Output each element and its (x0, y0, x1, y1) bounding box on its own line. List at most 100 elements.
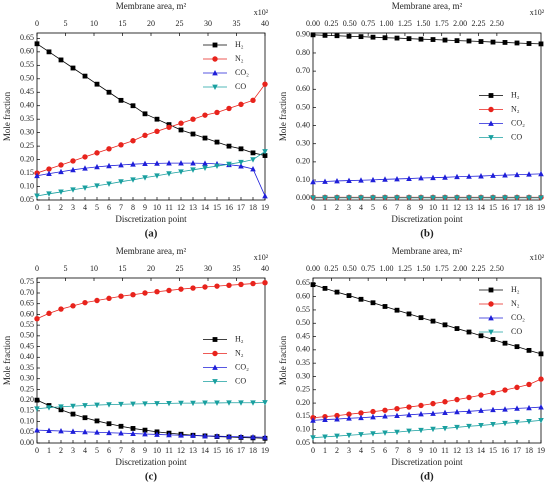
marker (418, 36, 424, 42)
marker (142, 175, 148, 181)
x-tick-label: 1 (47, 203, 51, 212)
x-tick-label: 1 (323, 446, 327, 455)
marker (58, 404, 64, 410)
marker (154, 431, 160, 437)
marker (46, 170, 52, 177)
marker (514, 171, 520, 178)
marker (70, 158, 76, 164)
marker (190, 131, 196, 137)
marker (106, 421, 112, 427)
x-tick-label: 6 (107, 203, 111, 212)
x-tick-label: 12 (177, 203, 185, 212)
marker (238, 433, 244, 440)
marker (106, 162, 112, 169)
y-tick-label: 0.15 (20, 168, 34, 177)
x-tick-label: 0 (35, 446, 39, 455)
marker (166, 400, 172, 407)
marker (394, 175, 400, 182)
marker (418, 175, 424, 181)
x-tick-label: 14 (201, 203, 209, 212)
y-tick-label: 0.45 (20, 87, 34, 96)
marker (190, 167, 196, 173)
marker (226, 143, 232, 149)
marker (118, 179, 124, 185)
y-tick-label: 0.50 (296, 102, 310, 111)
marker (382, 407, 388, 413)
y-tick-label: 0.75 (20, 277, 34, 286)
x2-tick-label: 0.00 (306, 19, 320, 28)
marker (94, 81, 100, 87)
legend-label: H₂ (511, 90, 520, 99)
marker (190, 400, 196, 407)
marker (490, 337, 496, 342)
marker (46, 405, 52, 411)
series-line (312, 406, 542, 421)
marker (488, 106, 494, 113)
y-tick-label: 0.30 (20, 374, 34, 383)
x2-tick-label: 20 (147, 19, 155, 28)
y-tick-label: 0.25 (20, 141, 34, 150)
marker (478, 195, 484, 201)
x2-tick-label: 5 (64, 19, 68, 28)
x-tick-label: 8 (131, 446, 135, 455)
marker (346, 415, 352, 421)
marker (466, 408, 472, 414)
marker (142, 160, 148, 167)
marker (478, 407, 484, 413)
x-tick-label: 9 (143, 446, 147, 455)
marker (94, 150, 100, 156)
marker (488, 287, 494, 293)
marker (118, 161, 124, 168)
x-tick-label: 4 (359, 446, 363, 455)
marker (82, 154, 88, 160)
marker (310, 435, 316, 441)
multiplier: x10² (254, 8, 269, 17)
marker (166, 124, 172, 130)
x-tick-label: 19 (537, 446, 545, 455)
marker (394, 405, 400, 412)
legend-label: CO₂ (235, 362, 249, 371)
x-axis-title: Discretization point (391, 457, 463, 467)
marker (166, 171, 172, 177)
y-tick-label: 0.55 (296, 305, 310, 314)
marker (488, 120, 494, 126)
marker (334, 33, 340, 39)
marker (346, 293, 352, 298)
marker (490, 406, 496, 413)
x2-tick-label: 1.75 (435, 264, 449, 273)
multiplier: x10² (530, 253, 545, 262)
marker (418, 427, 424, 434)
y-axis-title: Mole fraction (2, 91, 12, 141)
marker (118, 401, 124, 408)
x2-tick-label: 1.75 (435, 19, 449, 28)
plot-frame (312, 32, 542, 201)
marker (466, 173, 472, 179)
x2-axis-title: Membrane area, m² (116, 246, 187, 256)
marker (346, 411, 352, 417)
panel: 0 1 2 3 4 5 6 7 8 9 10 11 12 13 14 15 16 17 18 190 5 10 15 20 25… (2, 1, 269, 239)
marker (430, 400, 436, 407)
marker (382, 430, 388, 436)
marker (418, 410, 424, 417)
marker (202, 112, 208, 118)
marker (322, 32, 328, 38)
marker (526, 41, 532, 46)
marker (488, 315, 494, 321)
legend-label: H₂ (235, 40, 244, 49)
y-tick-label: 0.55 (20, 320, 34, 329)
x-tick-label: 4 (359, 203, 363, 212)
marker (82, 428, 88, 435)
marker (94, 429, 100, 435)
marker (478, 423, 484, 429)
x-axis-title: Discretization point (115, 214, 187, 224)
marker (262, 400, 268, 406)
marker (212, 56, 218, 62)
x2-tick-label: 10 (90, 19, 98, 28)
marker (488, 329, 494, 335)
marker (454, 396, 460, 403)
marker (478, 39, 484, 44)
x2-tick-label: 1.50 (416, 19, 430, 28)
x-tick-label: 3 (347, 203, 351, 212)
x2-tick-label: 0.50 (343, 19, 357, 28)
marker (502, 406, 508, 412)
